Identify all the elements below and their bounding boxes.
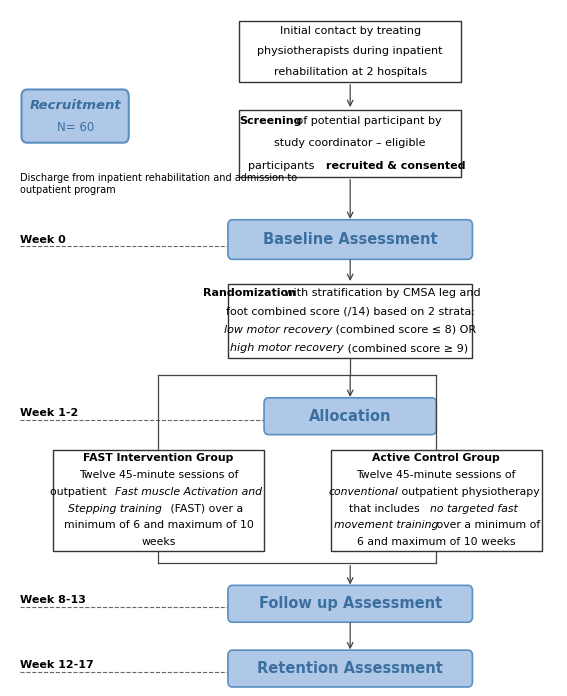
Text: Follow up Assessment: Follow up Assessment (259, 596, 442, 611)
FancyBboxPatch shape (22, 90, 129, 143)
Text: Allocation: Allocation (309, 409, 391, 424)
Text: foot combined score (/14) based on 2 strata:: foot combined score (/14) based on 2 str… (226, 306, 475, 317)
Text: that includes: that includes (349, 503, 423, 514)
Text: Week 8-13: Week 8-13 (19, 595, 86, 606)
Text: 6 and maximum of 10 weeks: 6 and maximum of 10 weeks (357, 537, 515, 547)
Text: study coordinator – eligible: study coordinator – eligible (274, 139, 426, 148)
Text: FAST Intervention Group: FAST Intervention Group (83, 453, 234, 463)
Text: Baseline Assessment: Baseline Assessment (263, 232, 438, 247)
Text: Active Control Group: Active Control Group (373, 453, 500, 463)
Text: N= 60: N= 60 (57, 120, 94, 134)
Text: Stepping training: Stepping training (68, 503, 162, 514)
Text: recruited & consented: recruited & consented (326, 161, 466, 171)
Text: Retention Assessment: Retention Assessment (257, 661, 443, 676)
Bar (239, 110, 462, 177)
Text: Week 0: Week 0 (19, 235, 65, 244)
Text: Week 12-17: Week 12-17 (19, 661, 94, 670)
Text: physiotherapists during inpatient: physiotherapists during inpatient (257, 47, 443, 56)
Text: Twelve 45-minute sessions of: Twelve 45-minute sessions of (79, 470, 238, 480)
Text: participants: participants (248, 161, 318, 171)
Text: Discharge from inpatient rehabilitation and admission to
outpatient program: Discharge from inpatient rehabilitation … (19, 173, 297, 195)
Text: outpatient: outpatient (50, 487, 111, 497)
Text: weeks: weeks (141, 537, 176, 547)
Text: Screening: Screening (239, 116, 302, 126)
Text: of potential participant by: of potential participant by (293, 116, 442, 126)
Bar (239, 21, 462, 82)
Text: Recruitment: Recruitment (29, 99, 121, 111)
FancyBboxPatch shape (228, 650, 472, 687)
Text: outpatient physiotherapy: outpatient physiotherapy (399, 487, 540, 497)
Text: Fast muscle Activation and: Fast muscle Activation and (115, 487, 262, 497)
Text: Randomization: Randomization (204, 288, 297, 298)
Text: movement training: movement training (334, 521, 438, 530)
Text: (FAST) over a: (FAST) over a (167, 503, 243, 514)
Text: conventional: conventional (328, 487, 398, 497)
Bar (331, 450, 542, 551)
Text: rehabilitation at 2 hospitals: rehabilitation at 2 hospitals (274, 67, 427, 77)
FancyBboxPatch shape (228, 585, 472, 622)
Text: (combined score ≤ 8) OR: (combined score ≤ 8) OR (332, 325, 476, 335)
Text: Week 1-2: Week 1-2 (19, 408, 78, 418)
Bar (53, 450, 264, 551)
Text: low motor recovery: low motor recovery (225, 325, 333, 335)
Text: no targeted fast: no targeted fast (430, 503, 518, 514)
Text: high motor recovery: high motor recovery (230, 343, 344, 354)
Text: Twelve 45-minute sessions of: Twelve 45-minute sessions of (357, 470, 516, 480)
FancyBboxPatch shape (264, 398, 437, 434)
Text: minimum of 6 and maximum of 10: minimum of 6 and maximum of 10 (64, 521, 253, 530)
Text: Initial contact by treating: Initial contact by treating (280, 26, 421, 35)
Bar (228, 284, 472, 358)
Text: with stratification by CMSA leg and: with stratification by CMSA leg and (281, 288, 481, 298)
Text: (combined score ≥ 9): (combined score ≥ 9) (344, 343, 468, 354)
Text: over a minimum of: over a minimum of (433, 521, 541, 530)
FancyBboxPatch shape (228, 220, 472, 260)
